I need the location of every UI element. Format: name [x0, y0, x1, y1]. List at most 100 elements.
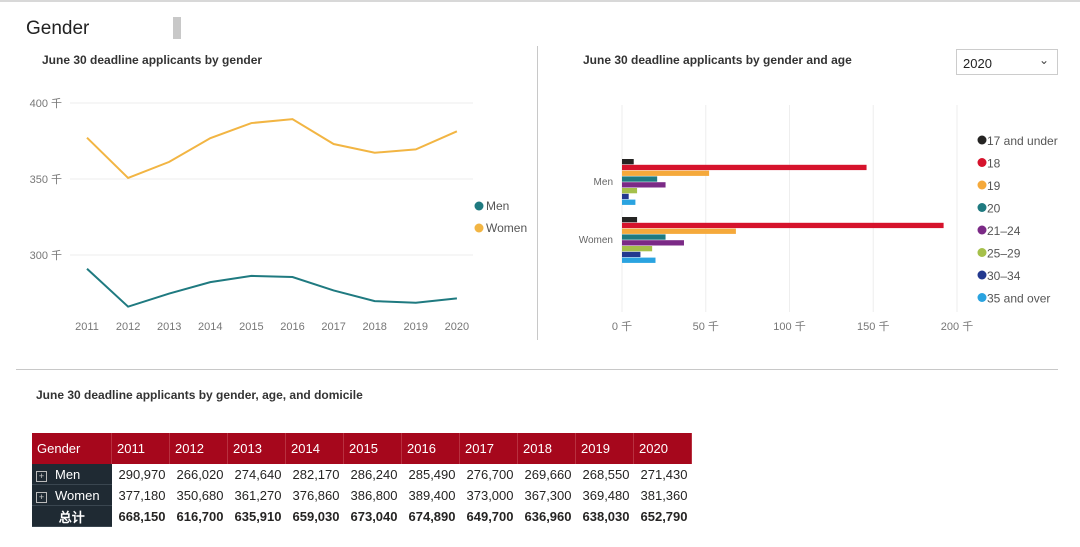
y-tick-label: 400 千 — [30, 97, 62, 110]
table-row: + Women 377,180 350,680 361,270 376,860 386,80… — [32, 484, 692, 506]
bar-men — [622, 176, 658, 182]
bar-women — [622, 228, 736, 234]
table-row: + Men 290,970 266,020 274,640 282,170 286,240 2… — [32, 464, 692, 485]
legend-label: 18 — [987, 157, 1001, 171]
table-cell: 376,860 — [292, 487, 340, 503]
column-header[interactable]: Gender — [32, 433, 112, 464]
table-cell: 635,910 — [234, 508, 282, 524]
bar-women — [622, 240, 684, 246]
legend-marker — [977, 158, 987, 167]
legend-marker — [977, 180, 987, 190]
x-tick-label: 100 千 — [773, 320, 805, 333]
bar-men — [622, 188, 638, 194]
table-cell: 282,170 — [292, 466, 340, 482]
table-cell: 673,040 — [350, 508, 398, 524]
x-tick-label: 2017 — [321, 321, 345, 333]
x-tick-label: 2012 — [116, 321, 140, 333]
dropdown-value: 2020 — [963, 56, 992, 71]
year-dropdown[interactable]: 2020 ⌄ — [956, 49, 1058, 75]
y-tick-label: 350 千 — [30, 173, 62, 186]
x-tick-label: 2018 — [362, 321, 386, 333]
legend-label: 17 and under — [987, 134, 1058, 148]
row-label: Women — [55, 487, 100, 503]
row-header: 总计 — [32, 505, 112, 527]
column-header[interactable]: 2016 — [401, 433, 460, 464]
bar-men — [622, 170, 710, 176]
table-cell: 636,960 — [524, 508, 572, 524]
bar-men — [622, 193, 629, 200]
scroll-marker[interactable] — [173, 17, 181, 39]
column-header[interactable]: 2019 — [575, 433, 634, 464]
table-cell: 649,700 — [466, 508, 514, 524]
legend-label: 35 and over — [987, 292, 1050, 306]
bar-men — [622, 164, 867, 171]
column-header[interactable]: 2011 — [111, 433, 170, 464]
table-cell: 659,030 — [292, 508, 340, 524]
row-header[interactable]: + Women — [32, 484, 112, 506]
table-title: June 30 deadline applicants by gender, a… — [36, 388, 363, 402]
bar-men — [622, 182, 666, 188]
column-header[interactable]: 2020 — [633, 433, 692, 464]
row-header[interactable]: + Men — [32, 464, 112, 485]
expand-icon[interactable]: + — [36, 491, 47, 503]
table-cell: 276,700 — [466, 466, 514, 482]
x-tick-label: 2014 — [198, 321, 222, 333]
table-cell: 386,800 — [350, 487, 398, 503]
table-cell: 668,150 — [118, 508, 166, 524]
table-cell: 285,490 — [408, 466, 456, 482]
row-label: 总计 — [58, 509, 85, 525]
table-cell: 674,890 — [408, 508, 456, 524]
column-header[interactable]: 2012 — [169, 433, 228, 464]
legend-label: Men — [486, 199, 509, 213]
bar-chart-title: June 30 deadline applicants by gender an… — [583, 53, 852, 67]
column-header[interactable]: 2015 — [343, 433, 402, 464]
x-tick-label: 2020 — [445, 321, 469, 333]
chevron-down-icon: ⌄ — [1038, 53, 1049, 67]
table-cell: 652,790 — [640, 508, 688, 524]
legend-marker — [977, 248, 987, 257]
category-label: Men — [594, 177, 613, 188]
column-header[interactable]: 2013 — [227, 433, 286, 464]
column-header[interactable]: 2017 — [459, 433, 518, 464]
column-header[interactable]: 2018 — [517, 433, 576, 464]
expand-icon[interactable]: + — [36, 470, 47, 482]
divider — [16, 369, 1058, 370]
column-header[interactable]: 2014 — [285, 433, 344, 464]
bar-women — [622, 217, 638, 223]
bar-women — [622, 222, 944, 229]
page-title: Gender — [26, 18, 90, 39]
divider — [537, 46, 538, 340]
table-row: 总计 668,150 616,700 635,910 659,030 673,040 674… — [32, 505, 692, 527]
table-cell: 616,700 — [176, 508, 224, 524]
legend-marker — [977, 270, 987, 280]
legend-label: 30–34 — [987, 269, 1021, 283]
table-cell: 274,640 — [234, 466, 282, 482]
table-cell: 286,240 — [350, 466, 398, 482]
table-cell: 269,660 — [524, 466, 572, 482]
legend-label: 20 — [987, 202, 1001, 216]
legend-marker — [977, 135, 987, 145]
category-label: Women — [579, 235, 613, 246]
table-cell: 350,680 — [176, 487, 224, 503]
series-line-men — [86, 267, 458, 308]
x-tick-label: 2011 — [75, 321, 99, 333]
table-cell: 389,400 — [408, 487, 456, 503]
bar-women — [622, 257, 656, 263]
table-cell: 266,020 — [176, 466, 224, 482]
table-cell: 638,030 — [582, 508, 630, 524]
x-tick-label: 0 千 — [612, 320, 632, 333]
bar-men — [622, 199, 636, 205]
legend-label: Women — [486, 221, 527, 235]
legend-marker — [474, 201, 484, 211]
table-cell: 381,360 — [640, 487, 688, 503]
top-border — [0, 0, 1080, 2]
legend-label: 19 — [987, 179, 1001, 193]
table-cell: 271,430 — [640, 466, 688, 482]
table-cell: 373,000 — [466, 487, 514, 503]
table-cell: 377,180 — [118, 487, 166, 503]
line-chart: 300 千 350 千 400 千 2011 2012 2013 2014 2015 2016 2… — [30, 97, 528, 333]
table-cell: 367,300 — [524, 487, 572, 503]
bar-women — [622, 234, 666, 240]
y-tick-label: 300 千 — [30, 249, 62, 262]
x-tick-label: 200 千 — [941, 320, 973, 333]
